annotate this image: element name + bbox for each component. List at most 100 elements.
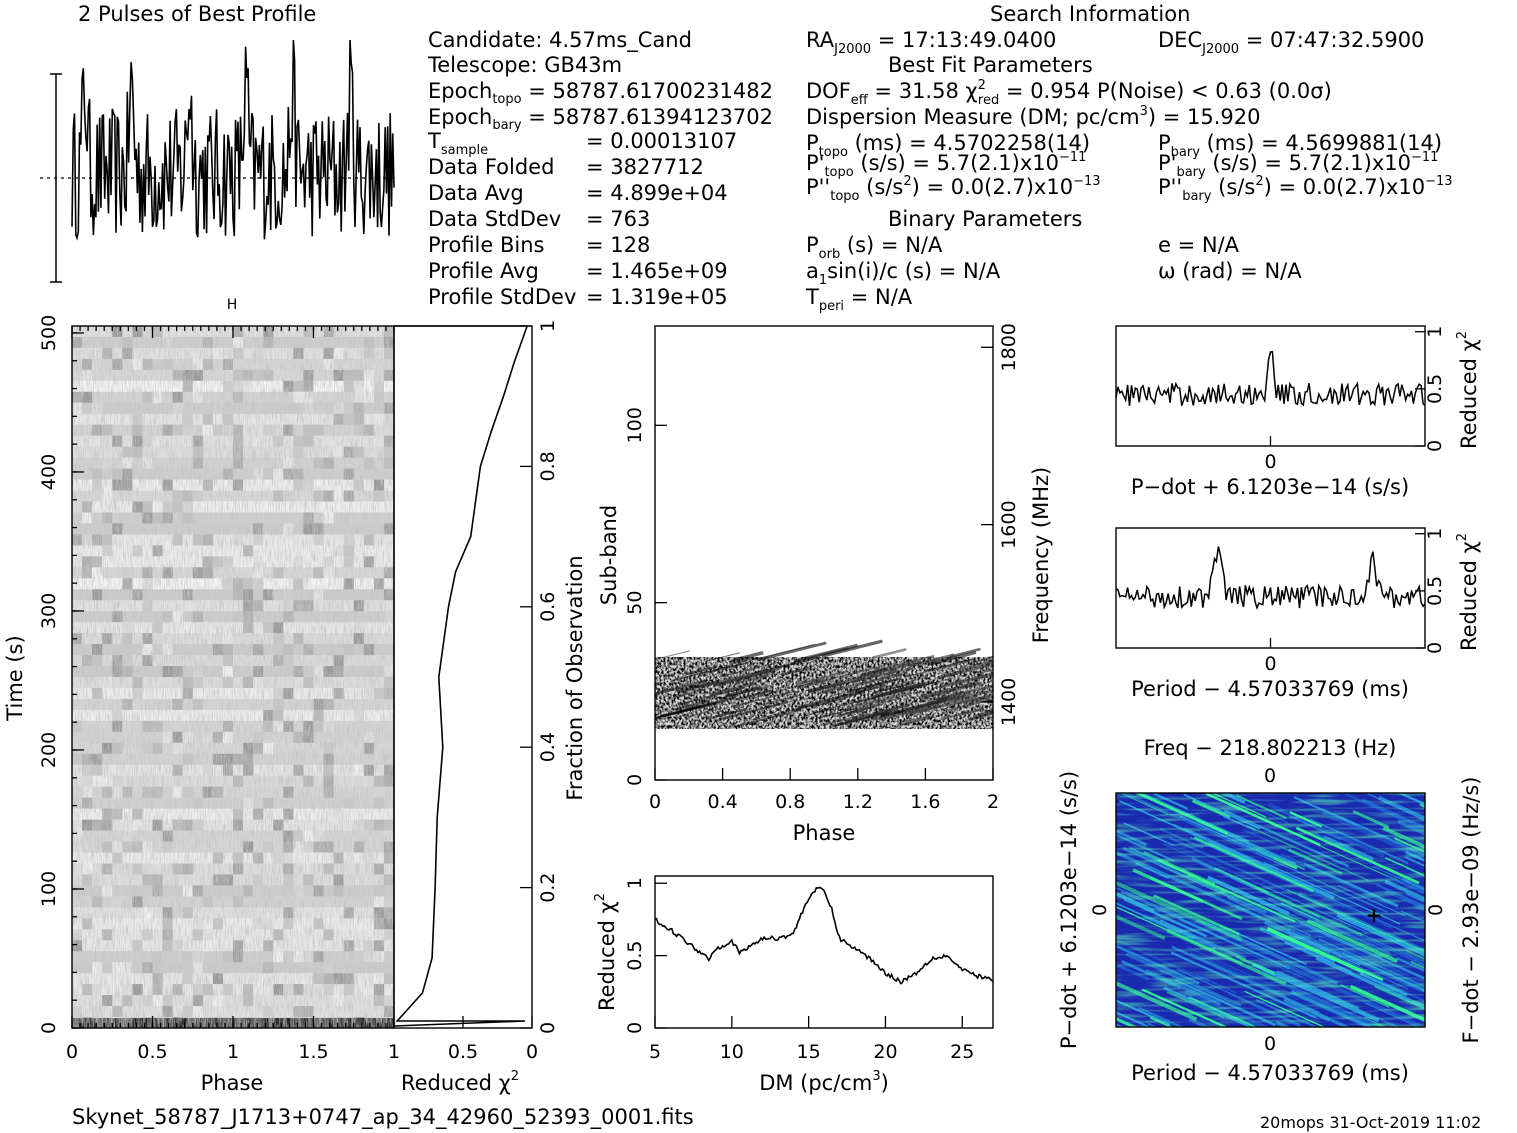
time-phase-xlabel: Phase	[201, 1071, 264, 1095]
fraction-tick-label-0.4: 0.4	[537, 732, 559, 762]
profile-bins-label: Profile Bins	[428, 233, 544, 257]
data-avg-label: Data Avg	[428, 181, 524, 205]
phase-tick-label-1.5: 1.5	[298, 1041, 328, 1063]
profile-stddev-value: = 1.319e+05	[586, 285, 728, 309]
phase-tick-label-0.5: 0.5	[137, 1041, 167, 1063]
dm-tick-label-5: 5	[649, 1041, 661, 1063]
period_curve-y-tick-label-0: 0	[1424, 642, 1446, 654]
pdot-curve-line	[1115, 350, 1426, 407]
dm-plot: 5 10 15 20 25 0 0.5 1 Reduced χ2 DM (pc/cm3)	[593, 875, 994, 1095]
dm-tick-label-25: 25	[950, 1041, 974, 1063]
time-tick-label-400: 400	[38, 454, 60, 490]
pp-plane-plot: 0 0 0 0 + Freq − 218.802213 (Hz) Period − 4…	[1057, 736, 1483, 1085]
search-title: Search Information	[990, 2, 1190, 26]
dof-line: DOFeff = 31.58 χ2 red = 0.954 P(Noise) < …	[806, 78, 1332, 108]
subband-ylabel: Sub-band	[597, 505, 621, 605]
footer-stamp: 20mops 31-Oct-2019 11:02	[1260, 1113, 1481, 1132]
candidate-line: Candidate: 4.57ms_Cand	[428, 28, 692, 53]
pdot_curve-y-tick-label-0: 0	[1424, 440, 1446, 452]
data-folded-value: = 3827712	[586, 155, 704, 179]
porb-line: Porb (s) = N/A	[806, 233, 943, 262]
dm-y-tick-label-0.5: 0.5	[624, 941, 646, 971]
fraction-ylabel: Fraction of Observation	[563, 555, 587, 800]
pp-top-tick-mid: 0	[1264, 765, 1276, 787]
subband-tick-label-100: 100	[624, 407, 646, 443]
pp-top-label: Freq − 218.802213 (Hz)	[1144, 736, 1397, 760]
fraction-tick-label-0.8: 0.8	[537, 451, 559, 481]
subband-tick-label-50: 50	[624, 591, 646, 615]
omega-line: ω (rad) = N/A	[1158, 259, 1302, 283]
phase-tick-label-0: 0	[66, 1041, 78, 1063]
dm-xlabel: DM (pc/cm3)	[759, 1069, 889, 1095]
period_curve-y-tick-label-0.5: 0.5	[1424, 576, 1446, 606]
dm-tick-label-10: 10	[720, 1041, 744, 1063]
epoch-bary-line: Epochbary = 58787.61394123702	[428, 105, 773, 133]
profile-bins-value: = 128	[586, 233, 650, 257]
fraction-tick-label-0.2: 0.2	[537, 872, 559, 902]
info-column-2: RAJ2000 = 17:13:49.0400 DECJ2000 = 07:47…	[805, 28, 1453, 314]
phase-tick-label-1: 1	[227, 1041, 239, 1063]
chi-tick-label-1: 1	[388, 1041, 400, 1063]
fraction-tick-label-0.6: 0.6	[537, 592, 559, 622]
chi-time-plot: 1 0.5 0 0 0.2 0.4 0.6 0.8 1 Reduced χ2 Fraction …	[388, 320, 587, 1095]
pdot-xlabel: P−dot + 6.1203e−14 (s/s)	[1131, 475, 1409, 499]
dm-y-tick-label-0: 0	[624, 1022, 646, 1034]
profile-stddev-label: Profile StdDev	[428, 285, 576, 309]
pp-right-tick-mid: 0	[1425, 904, 1447, 916]
time-tick-label-300: 300	[38, 593, 60, 629]
pp-bottom-tick-mid: 0	[1264, 1033, 1276, 1055]
subband-frame	[654, 325, 994, 781]
pp-ylabel: P−dot + 6.1203e−14 (s/s)	[1057, 771, 1081, 1049]
pdot-plot: 0 0.5 1 0 Reduced χ2 P−dot + 6.1203e−14 (s/…	[1115, 325, 1481, 499]
profile-title: 2 Pulses of Best Profile	[78, 2, 316, 26]
dm-frame	[654, 875, 994, 1029]
freq-tick-label-1600: 1600	[998, 500, 1020, 548]
subband-xlabel: Phase	[793, 821, 856, 845]
frequency-ylabel: Frequency (MHz)	[1029, 467, 1053, 643]
fraction-tick-label-0: 0	[537, 1022, 559, 1034]
data-stddev-label: Data StdDev	[428, 207, 561, 231]
chi-tick-label-0.5: 0.5	[448, 1041, 478, 1063]
period_curve-y-tick-label-1: 1	[1424, 528, 1446, 540]
time-tick-label-100: 100	[38, 871, 60, 907]
epoch-topo-line: Epochtopo = 58787.61700231482	[428, 79, 773, 107]
dm-tick-label-15: 15	[797, 1041, 821, 1063]
period_curve-x-tick-label-mid: 0	[1264, 653, 1276, 675]
subband-phase-tick-label-1.6: 1.6	[910, 791, 940, 813]
fraction-tick-label-1: 1	[537, 320, 559, 332]
info-column-1: Candidate: 4.57ms_Cand Telescope: GB43m …	[427, 28, 773, 309]
binary-title: Binary Parameters	[888, 207, 1082, 231]
subband-phase-tick-label-0: 0	[649, 791, 661, 813]
subband-phase-tick-label-0.8: 0.8	[775, 791, 805, 813]
chi-time-line	[393, 325, 529, 1027]
tsample-value: = 0.00013107	[586, 129, 737, 153]
freq-tick-label-1800: 1800	[998, 323, 1020, 371]
data-avg-value: = 4.899e+04	[586, 181, 728, 205]
time-tick-label-200: 200	[38, 732, 60, 768]
pp-plane-frame	[1115, 792, 1426, 1028]
pdot_curve-y-tick-label-1: 1	[1424, 326, 1446, 338]
period-curve-line	[1115, 546, 1426, 611]
profile-avg-label: Profile Avg	[428, 259, 539, 283]
dm-curve-line	[654, 886, 994, 985]
epoch-topo-value: 58787.61700231482	[553, 79, 773, 103]
ecc-line: e = N/A	[1158, 233, 1240, 257]
subband-plot: 0 50 100 0 0.4 0.8 1.2 1.6 2 1400 1600 1800 Sub-ban…	[597, 323, 1053, 845]
dm-y-tick-label-1: 1	[624, 877, 646, 889]
a1sini-line: a1sin(i)/c (s) = N/A	[806, 259, 1001, 288]
time-tick-label-500: 500	[38, 315, 60, 351]
chi-time-xlabel: Reduced χ2	[401, 1069, 519, 1095]
time-phase-ylabel: Time (s)	[3, 635, 27, 721]
epoch-bary-value: 58787.61394123702	[553, 105, 773, 129]
freq-tick-label-1400: 1400	[998, 678, 1020, 726]
tsample-label: Tsample	[427, 129, 488, 158]
profile-plot	[40, 39, 395, 283]
profile-line	[71, 39, 395, 241]
filename-label: Skynet_58787_J1713+0747_ap_34_42960_5239…	[72, 1105, 694, 1130]
subband-phase-tick-label-0.4: 0.4	[707, 791, 737, 813]
subband-phase-tick-label-1.2: 1.2	[843, 791, 873, 813]
subband-tick-label-0: 0	[624, 774, 646, 786]
subband-phase-tick-label-2: 2	[987, 791, 999, 813]
